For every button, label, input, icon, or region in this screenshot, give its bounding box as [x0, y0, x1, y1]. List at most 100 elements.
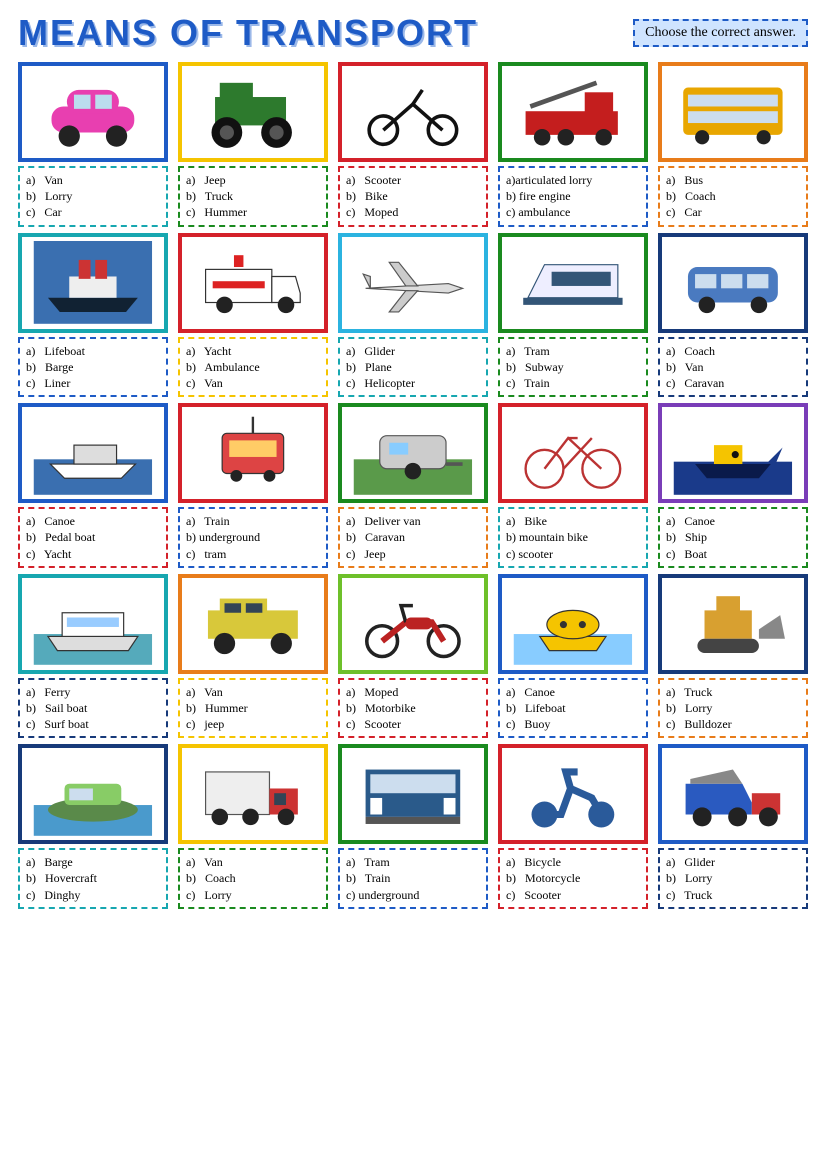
answer-option[interactable]: b) Coach: [666, 188, 800, 204]
answer-option[interactable]: a) Yacht: [186, 343, 320, 359]
answer-box[interactable]: a) Scooterb) Bikec) Moped: [338, 166, 488, 227]
answer-option[interactable]: c) Boat: [666, 546, 800, 562]
answer-option[interactable]: c) Yacht: [26, 546, 160, 562]
answer-option[interactable]: a) Coach: [666, 343, 800, 359]
answer-box[interactable]: a) Busb) Coachc) Car: [658, 166, 808, 227]
answer-option[interactable]: b) Lorry: [666, 870, 800, 886]
answer-box[interactable]: a) Vanb) Coachc) Lorry: [178, 848, 328, 909]
answer-option[interactable]: b) Subway: [506, 359, 640, 375]
answer-option[interactable]: b) mountain bike: [506, 529, 640, 545]
answer-box[interactable]: a)articulated lorryb) fire enginec) ambu…: [498, 166, 648, 227]
answer-box[interactable]: a) Deliver vanb) Caravanc) Jeep: [338, 507, 488, 568]
answer-option[interactable]: c) jeep: [186, 716, 320, 732]
answer-option[interactable]: a) Tram: [346, 854, 480, 870]
answer-box[interactable]: a) Truckb) Lorryc) Bulldozer: [658, 678, 808, 739]
answer-option[interactable]: a) Scooter: [346, 172, 480, 188]
answer-box[interactable]: a) Trainb) undergroundc) tram: [178, 507, 328, 568]
answer-option[interactable]: b) Barge: [26, 359, 160, 375]
answer-box[interactable]: a) Gliderb) Lorryc) Truck: [658, 848, 808, 909]
answer-option[interactable]: c) Buoy: [506, 716, 640, 732]
answer-option[interactable]: a) Bus: [666, 172, 800, 188]
answer-option[interactable]: c) Van: [186, 375, 320, 391]
answer-option[interactable]: a) Canoe: [506, 684, 640, 700]
answer-option[interactable]: b) Motorbike: [346, 700, 480, 716]
answer-option[interactable]: b) Hummer: [186, 700, 320, 716]
answer-box[interactable]: a) Coachb) Vanc) Caravan: [658, 337, 808, 398]
answer-option[interactable]: b) Coach: [186, 870, 320, 886]
answer-option[interactable]: a) Tram: [506, 343, 640, 359]
answer-box[interactable]: a) Mopedb) Motorbikec) Scooter: [338, 678, 488, 739]
answer-box[interactable]: a) Bicycleb) Motorcyclec) Scooter: [498, 848, 648, 909]
answer-option[interactable]: b) Plane: [346, 359, 480, 375]
answer-option[interactable]: b) Lifeboat: [506, 700, 640, 716]
answer-box[interactable]: a) Gliderb) Planec) Helicopter: [338, 337, 488, 398]
answer-box[interactable]: a) Yachtb) Ambulancec) Van: [178, 337, 328, 398]
answer-option[interactable]: a) Glider: [666, 854, 800, 870]
answer-option[interactable]: b) Hovercraft: [26, 870, 160, 886]
answer-option[interactable]: a) Ferry: [26, 684, 160, 700]
answer-option[interactable]: c) Truck: [666, 887, 800, 903]
answer-option[interactable]: c) Scooter: [346, 716, 480, 732]
answer-option[interactable]: c) scooter: [506, 546, 640, 562]
answer-option[interactable]: a) Barge: [26, 854, 160, 870]
answer-box[interactable]: a) Bargeb) Hovercraftc) Dinghy: [18, 848, 168, 909]
answer-option[interactable]: c) Jeep: [346, 546, 480, 562]
answer-option[interactable]: b) Train: [346, 870, 480, 886]
answer-option[interactable]: c) Surf boat: [26, 716, 160, 732]
answer-option[interactable]: b) Pedal boat: [26, 529, 160, 545]
answer-option[interactable]: a) Bicycle: [506, 854, 640, 870]
answer-option[interactable]: a) Canoe: [666, 513, 800, 529]
answer-option[interactable]: c) Liner: [26, 375, 160, 391]
answer-option[interactable]: b) Lorry: [26, 188, 160, 204]
answer-box[interactable]: a) Bikeb) mountain bikec) scooter: [498, 507, 648, 568]
answer-option[interactable]: c) Car: [26, 204, 160, 220]
answer-option[interactable]: a) Van: [186, 684, 320, 700]
answer-option[interactable]: b) Truck: [186, 188, 320, 204]
answer-option[interactable]: c) Lorry: [186, 887, 320, 903]
answer-option[interactable]: b) fire engine: [506, 188, 640, 204]
answer-option[interactable]: b) Bike: [346, 188, 480, 204]
answer-option[interactable]: a) Deliver van: [346, 513, 480, 529]
answer-option[interactable]: c) Bulldozer: [666, 716, 800, 732]
answer-option[interactable]: a) Bike: [506, 513, 640, 529]
answer-box[interactable]: a) Tramb) Subwayc) Train: [498, 337, 648, 398]
answer-option[interactable]: b) Van: [666, 359, 800, 375]
answer-option[interactable]: c) Train: [506, 375, 640, 391]
answer-option[interactable]: c) Moped: [346, 204, 480, 220]
answer-option[interactable]: b) Lorry: [666, 700, 800, 716]
answer-option[interactable]: a)articulated lorry: [506, 172, 640, 188]
answer-option[interactable]: a) Moped: [346, 684, 480, 700]
answer-option[interactable]: c) Caravan: [666, 375, 800, 391]
answer-option[interactable]: a) Van: [186, 854, 320, 870]
answer-box[interactable]: a) Canoeb) Pedal boatc) Yacht: [18, 507, 168, 568]
answer-option[interactable]: b) Ship: [666, 529, 800, 545]
answer-option[interactable]: c) Scooter: [506, 887, 640, 903]
answer-box[interactable]: a) Jeepb) Truckc) Hummer: [178, 166, 328, 227]
answer-option[interactable]: b) underground: [186, 529, 320, 545]
answer-option[interactable]: a) Glider: [346, 343, 480, 359]
answer-option[interactable]: c) tram: [186, 546, 320, 562]
answer-option[interactable]: a) Truck: [666, 684, 800, 700]
answer-option[interactable]: c) ambulance: [506, 204, 640, 220]
answer-box[interactable]: a) Tramb) Trainc) underground: [338, 848, 488, 909]
answer-option[interactable]: a) Canoe: [26, 513, 160, 529]
answer-option[interactable]: c) Dinghy: [26, 887, 160, 903]
answer-option[interactable]: a) Van: [26, 172, 160, 188]
answer-option[interactable]: b) Caravan: [346, 529, 480, 545]
answer-option[interactable]: c) Hummer: [186, 204, 320, 220]
answer-option[interactable]: c) underground: [346, 887, 480, 903]
answer-option[interactable]: a) Jeep: [186, 172, 320, 188]
answer-box[interactable]: a) Vanb) Hummerc) jeep: [178, 678, 328, 739]
answer-option[interactable]: c) Helicopter: [346, 375, 480, 391]
answer-box[interactable]: a) Canoeb) Lifeboatc) Buoy: [498, 678, 648, 739]
answer-box[interactable]: a) Ferryb) Sail boatc) Surf boat: [18, 678, 168, 739]
answer-option[interactable]: b) Motorcycle: [506, 870, 640, 886]
answer-option[interactable]: c) Car: [666, 204, 800, 220]
answer-box[interactable]: a) Canoeb) Shipc) Boat: [658, 507, 808, 568]
answer-option[interactable]: b) Sail boat: [26, 700, 160, 716]
answer-option[interactable]: b) Ambulance: [186, 359, 320, 375]
answer-box[interactable]: a) Vanb) Lorryc) Car: [18, 166, 168, 227]
answer-option[interactable]: a) Train: [186, 513, 320, 529]
answer-option[interactable]: a) Lifeboat: [26, 343, 160, 359]
answer-box[interactable]: a) Lifeboatb) Bargec) Liner: [18, 337, 168, 398]
